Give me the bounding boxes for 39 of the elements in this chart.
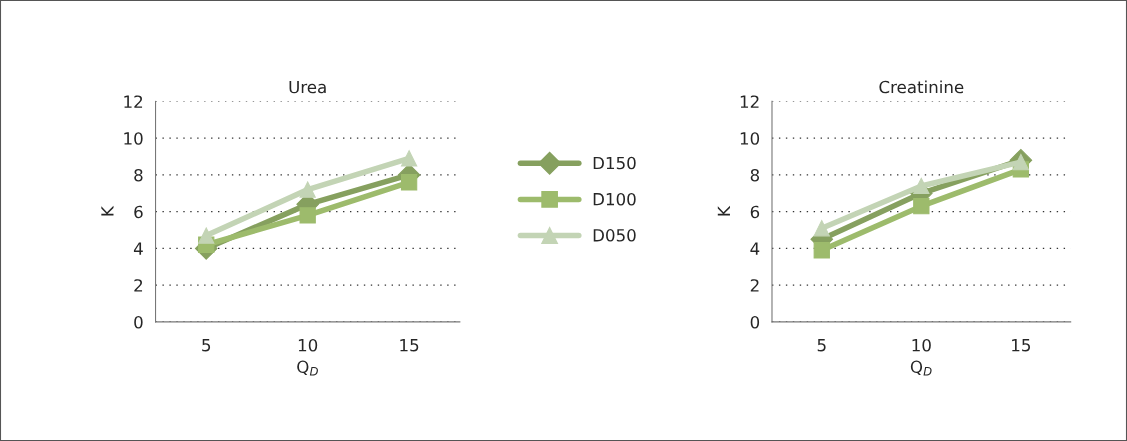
point [400, 174, 418, 191]
point [913, 198, 930, 215]
y-tick-label: 6 [750, 205, 760, 219]
y-tick-label: 8 [134, 168, 143, 182]
y-tick-label: 8 [750, 168, 760, 182]
point [813, 242, 830, 259]
point [1012, 153, 1030, 171]
x-axis-title: Q$_{D}$ [910, 360, 932, 376]
x-axis-title: Q$_{D}$ [297, 360, 318, 376]
legend-label: D050 [593, 229, 636, 242]
point [400, 150, 418, 167]
y-tick-label: 4 [750, 242, 760, 255]
x-tick-label: 15 [1012, 339, 1031, 352]
y-axis-title: K [717, 205, 730, 216]
point [813, 220, 830, 237]
x-tick-label: 10 [912, 338, 931, 352]
legend-label: D150 [593, 156, 636, 170]
y-axis-title: K [101, 205, 114, 216]
x-tick-label: 5 [817, 339, 826, 352]
point [198, 227, 215, 244]
x-tick-label: 5 [202, 339, 211, 352]
y-tick-label: 0 [134, 315, 143, 329]
y-tick-label: 12 [740, 95, 759, 108]
y-tick-label: 0 [750, 315, 760, 329]
legend-label: D100 [593, 192, 636, 206]
y-tick-label: 10 [740, 132, 760, 145]
x-tick-label: 15 [400, 339, 419, 352]
point [299, 181, 316, 198]
y-tick-label: 2 [750, 279, 759, 292]
y-tick-label: 12 [124, 95, 143, 108]
chart-title: Urea [289, 80, 326, 94]
point [299, 207, 316, 224]
y-tick-label: 10 [124, 132, 143, 145]
y-tick-label: 6 [134, 205, 143, 219]
point [913, 177, 930, 195]
x-tick-label: 10 [298, 338, 318, 352]
chart-title: Creatinine [879, 80, 964, 94]
y-tick-label: 2 [134, 279, 143, 292]
y-tick-label: 4 [133, 242, 143, 255]
